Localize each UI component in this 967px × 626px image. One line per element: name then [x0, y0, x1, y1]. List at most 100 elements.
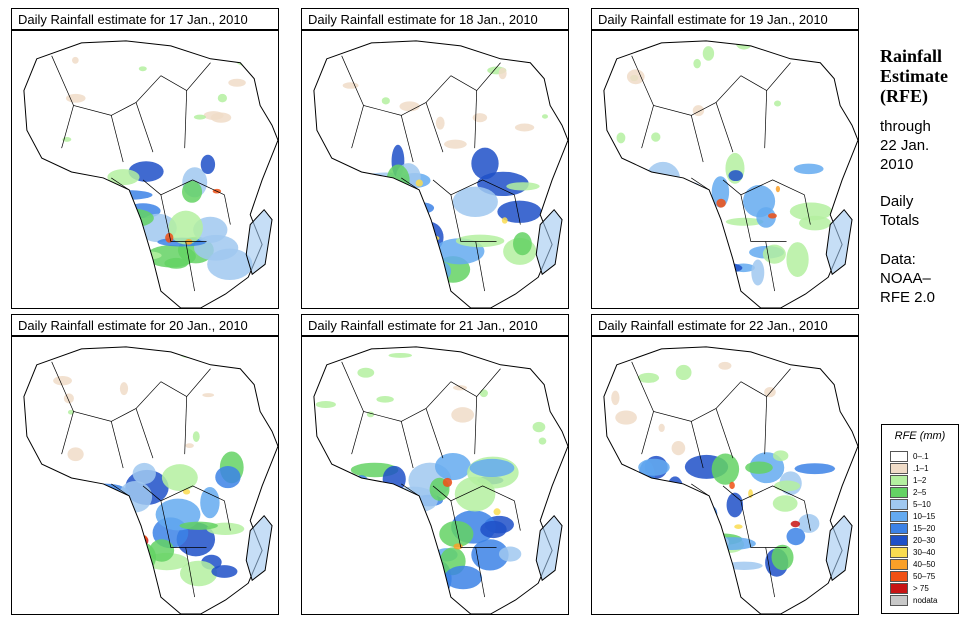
rainfall-cell	[63, 393, 74, 404]
rainfall-cell	[335, 239, 381, 250]
legend-swatch	[890, 463, 908, 474]
rainfall-cell	[493, 508, 501, 516]
rainfall-cell	[711, 176, 730, 208]
country-border	[341, 55, 452, 116]
rainfall-cell	[498, 67, 507, 80]
rainfall-cell	[700, 541, 708, 550]
rainfall-map-17	[11, 30, 279, 309]
country-border	[631, 55, 742, 116]
country-border	[740, 194, 787, 242]
legend-label: 50–75	[913, 572, 936, 581]
rainfall-cell	[774, 480, 801, 492]
rainfall-cell	[725, 561, 763, 570]
rainfall-cell	[405, 207, 411, 218]
country-border	[740, 368, 791, 398]
rfe-title-line1: Rainfall	[880, 46, 943, 66]
map-canvas	[603, 40, 858, 308]
rfe-legend: RFE (mm) 0–.1 .1–1 1–2 2–5 5–10 10–15 15–20 20–…	[881, 424, 959, 614]
rainfall-cell	[207, 248, 253, 281]
rainfall-cell	[376, 396, 394, 403]
rainfall-cell	[61, 508, 84, 530]
rainfall-cell	[786, 527, 806, 546]
country-border	[690, 421, 704, 469]
rainfall-cell	[716, 198, 726, 208]
legend-label: 30–40	[913, 548, 936, 557]
rainfall-cell	[734, 524, 743, 529]
rainfall-map-20	[11, 336, 279, 615]
rainfall-cell	[217, 93, 228, 103]
rainfall-cell	[49, 186, 88, 221]
rainfall-cell	[669, 517, 712, 552]
rainfall-cell	[498, 546, 522, 562]
legend-swatch	[890, 499, 908, 510]
rainfall-cell	[183, 489, 191, 495]
country-border	[135, 102, 154, 153]
data-line1: Data:	[880, 251, 916, 268]
rainfall-cell	[702, 46, 715, 61]
country-border	[691, 177, 710, 191]
rainfall-cell	[775, 185, 781, 193]
africa-coastline	[23, 346, 278, 614]
through-line3: 2010	[880, 156, 914, 173]
rainfall-cell	[659, 239, 691, 267]
rainfall-cell	[651, 132, 661, 142]
totals-line1: Daily	[880, 193, 914, 210]
country-border	[184, 90, 188, 149]
legend-label: 0–.1	[913, 452, 929, 461]
rainfall-cell	[768, 213, 777, 219]
country-border	[61, 105, 74, 149]
panel-title-17: Daily Rainfall estimate for 17 Jan., 201…	[11, 8, 279, 30]
panel-title-18: Daily Rainfall estimate for 18 Jan., 201…	[301, 8, 569, 30]
data-line3: RFE 2.0	[880, 289, 936, 306]
legend-swatch	[890, 559, 908, 570]
rainfall-cell	[373, 511, 398, 536]
rainfall-cell	[451, 407, 475, 423]
rainfall-cell	[718, 361, 732, 370]
rainfall-map-21	[301, 336, 569, 615]
country-border	[474, 396, 478, 455]
rainfall-cell	[361, 189, 409, 218]
rfe-title-line3: (RFE)	[880, 86, 928, 106]
rainfall-cell	[400, 540, 406, 549]
rainfall-cell	[399, 101, 420, 112]
legend-swatch	[890, 475, 908, 486]
rainfall-cell	[61, 245, 104, 271]
country-border	[641, 411, 654, 455]
rainfall-cell	[626, 69, 645, 85]
legend-label: 2–5	[913, 488, 927, 497]
rainfall-cell	[185, 443, 194, 449]
madagascar-outline	[825, 514, 853, 582]
rainfall-cell	[121, 515, 132, 520]
rainfall-cell	[497, 200, 542, 223]
country-border	[450, 500, 497, 548]
rainfall-cell	[315, 401, 336, 409]
rainfall-cell	[366, 206, 382, 223]
rainfall-cell	[649, 218, 668, 236]
legend-swatch	[890, 451, 908, 462]
rainfall-cell	[711, 453, 740, 485]
rainfall-cell	[663, 220, 693, 244]
legend-swatch	[890, 595, 908, 606]
map-canvas	[313, 40, 568, 308]
rainfall-cell	[62, 233, 100, 266]
rainfall-cell	[132, 462, 156, 485]
country-border	[475, 547, 485, 598]
rainfall-cell	[396, 224, 412, 258]
rainfall-cell	[641, 222, 655, 244]
rainfall-cell	[692, 105, 705, 117]
rainfall-cell	[745, 461, 773, 474]
rainfall-cell	[381, 97, 390, 105]
rainfall-cell	[388, 352, 413, 358]
rainfall-cell	[211, 565, 238, 578]
country-border	[740, 62, 791, 92]
rainfall-cell	[705, 194, 711, 201]
rainfall-cell	[403, 513, 423, 547]
rainfall-cell	[751, 259, 765, 286]
rainfall-cell	[794, 463, 836, 475]
daily-totals: Daily Totals	[880, 192, 965, 230]
rainfall-cell	[53, 376, 72, 386]
rainfall-cell	[756, 207, 776, 228]
rainfall-cell	[192, 431, 200, 443]
rainfall-map-22	[591, 336, 859, 615]
country-border	[61, 411, 74, 455]
